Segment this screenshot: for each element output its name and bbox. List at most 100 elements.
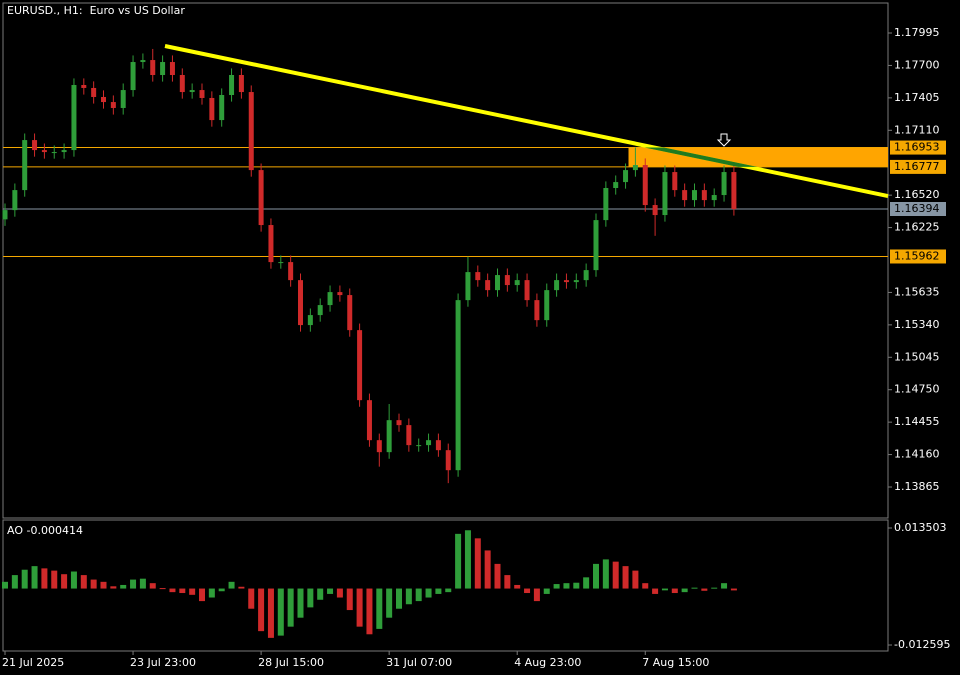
ao-bar xyxy=(297,588,304,618)
candle-body xyxy=(514,280,520,286)
candle-body xyxy=(475,272,481,281)
candle-body xyxy=(337,292,343,296)
x-tick-label: 21 Jul 2025 xyxy=(2,656,64,669)
candle-body xyxy=(130,62,136,91)
y-tick-label: 1.17405 xyxy=(894,91,940,104)
ao-bar xyxy=(376,588,383,629)
candle-body xyxy=(268,225,274,263)
candle-body xyxy=(229,75,235,96)
candle-body xyxy=(179,75,185,93)
ao-bar xyxy=(474,538,481,589)
candle-body xyxy=(140,60,146,63)
price-label: 1.15962 xyxy=(894,249,940,262)
candle-body xyxy=(445,450,451,471)
ao-bar xyxy=(721,583,728,589)
ao-bar xyxy=(139,578,146,589)
ao-bar xyxy=(327,588,334,594)
candle-body xyxy=(386,420,392,453)
candle-body xyxy=(495,275,500,291)
ao-bar xyxy=(238,586,245,589)
y-tick-label: -0.012595 xyxy=(894,638,950,651)
price-label: 1.16777 xyxy=(894,160,940,173)
y-tick-label: 1.15340 xyxy=(894,318,940,331)
candle-body xyxy=(623,170,629,183)
candle-body xyxy=(711,195,717,201)
ao-bar xyxy=(455,533,462,589)
candle-body xyxy=(199,90,205,98)
ao-bar xyxy=(533,588,540,602)
candle-body xyxy=(583,270,589,281)
ao-bar xyxy=(120,584,127,589)
y-tick-label: 1.14455 xyxy=(894,415,940,428)
ao-bar xyxy=(711,587,718,589)
ao-bar xyxy=(189,588,196,595)
ao-bar xyxy=(504,575,511,589)
candle-body xyxy=(662,172,668,216)
candle-body xyxy=(209,97,215,121)
candle-body xyxy=(682,190,688,201)
ao-bar xyxy=(100,581,107,589)
candle-body xyxy=(366,400,372,441)
candle-body xyxy=(2,210,8,220)
ao-bar xyxy=(21,569,28,589)
candle-body xyxy=(32,140,38,151)
candle-body xyxy=(396,420,402,426)
ao-bar xyxy=(642,583,649,589)
ao-bar xyxy=(593,563,599,589)
ao-bar xyxy=(277,588,284,636)
ao-bar xyxy=(228,581,235,589)
candle-body xyxy=(298,280,303,326)
ao-bar xyxy=(159,588,166,590)
price-label-box xyxy=(890,249,946,264)
candle-body xyxy=(258,170,264,226)
ao-bar xyxy=(51,570,58,589)
candle-body xyxy=(554,280,560,291)
ao-bar xyxy=(464,530,471,589)
candle-body xyxy=(485,280,491,291)
ao-bar xyxy=(386,588,393,618)
x-tick-label: 28 Jul 15:00 xyxy=(258,656,324,669)
candle-body xyxy=(327,292,333,306)
price-label-box xyxy=(890,140,946,155)
ao-bar xyxy=(691,587,698,589)
y-tick-label: 1.15635 xyxy=(894,285,940,298)
candle-body xyxy=(189,90,195,93)
ao-bar xyxy=(435,588,442,594)
ao-bar xyxy=(661,588,668,591)
ao-bar xyxy=(31,566,38,589)
ao-bar xyxy=(632,570,639,589)
ao-bar xyxy=(602,559,609,589)
ao-bar xyxy=(208,588,215,598)
ao-bar xyxy=(218,588,225,592)
candle-body xyxy=(219,95,225,121)
candle-body xyxy=(12,190,18,211)
x-tick-label: 31 Jul 07:00 xyxy=(386,656,452,669)
candle-body xyxy=(731,172,737,209)
trendline xyxy=(164,44,889,198)
chart-title: EURUSD., H1: Euro vs US Dollar xyxy=(7,4,185,17)
ao-bar xyxy=(514,584,521,589)
ao-bar xyxy=(405,588,412,605)
candle-body xyxy=(169,62,175,76)
candle-body xyxy=(632,165,638,171)
candle-body xyxy=(61,150,67,153)
candle-body xyxy=(238,75,244,93)
candle-body xyxy=(278,262,284,264)
ao-bar xyxy=(356,588,363,627)
candle-body xyxy=(91,87,97,97)
candle-body xyxy=(288,262,294,281)
ao-bar xyxy=(671,588,678,594)
candle-body xyxy=(642,165,648,206)
candle-body xyxy=(416,445,422,447)
y-tick-label: 1.17110 xyxy=(894,123,940,136)
candle-body xyxy=(101,96,106,103)
candle-body xyxy=(22,140,28,191)
main-frame xyxy=(2,2,889,519)
candle-body xyxy=(110,102,116,108)
candle-body xyxy=(672,172,678,191)
ao-bar xyxy=(652,588,659,594)
ao-bar xyxy=(425,588,432,598)
ao-bar xyxy=(366,588,373,635)
ao-bar xyxy=(80,575,87,589)
y-tick-label: 1.16520 xyxy=(894,188,940,201)
